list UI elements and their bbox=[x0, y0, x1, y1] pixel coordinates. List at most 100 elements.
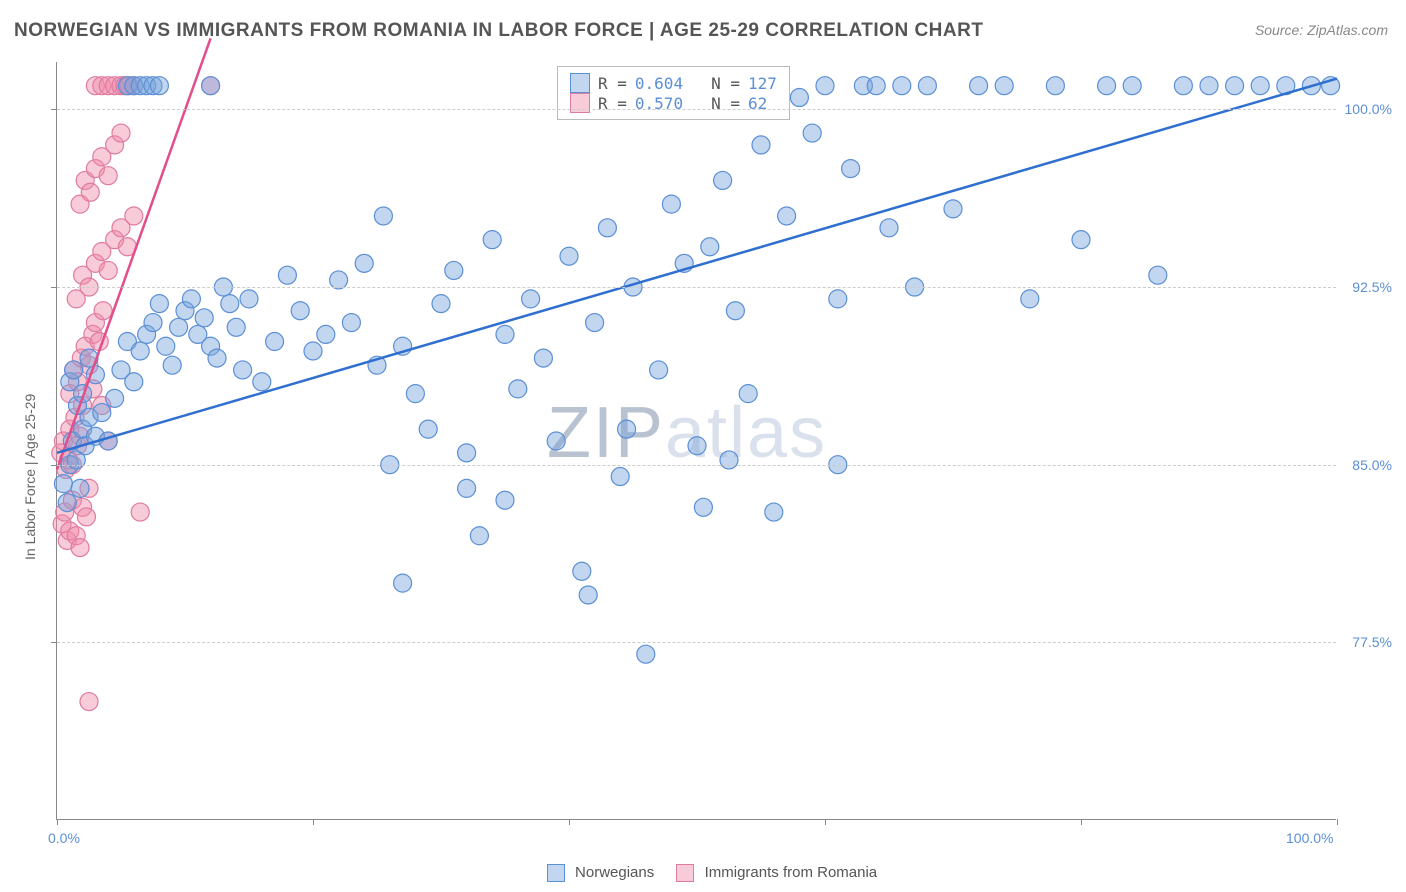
data-point bbox=[221, 295, 239, 313]
gridline bbox=[57, 465, 1336, 466]
data-point bbox=[496, 325, 514, 343]
data-point bbox=[342, 314, 360, 332]
data-point bbox=[253, 373, 271, 391]
data-point bbox=[829, 290, 847, 308]
data-point bbox=[918, 77, 936, 95]
y-tick-label: 77.5% bbox=[1332, 634, 1392, 650]
data-point bbox=[688, 437, 706, 455]
data-point bbox=[445, 261, 463, 279]
legend-swatch-a bbox=[547, 864, 565, 882]
data-point bbox=[208, 349, 226, 367]
data-point bbox=[112, 124, 130, 142]
data-point bbox=[144, 314, 162, 332]
data-point bbox=[71, 479, 89, 497]
data-point bbox=[573, 562, 591, 580]
data-point bbox=[816, 77, 834, 95]
data-point bbox=[726, 302, 744, 320]
data-point bbox=[81, 183, 99, 201]
y-tick bbox=[51, 287, 57, 288]
legend-label-b: Immigrants from Romania bbox=[705, 864, 878, 881]
data-point bbox=[720, 451, 738, 469]
data-point bbox=[170, 318, 188, 336]
data-point bbox=[234, 361, 252, 379]
data-point bbox=[637, 645, 655, 663]
y-tick bbox=[51, 642, 57, 643]
x-tick bbox=[825, 819, 826, 825]
data-point bbox=[80, 693, 98, 711]
data-point bbox=[304, 342, 322, 360]
data-point bbox=[54, 475, 72, 493]
data-point bbox=[1200, 77, 1218, 95]
legend-swatch-b bbox=[676, 864, 694, 882]
data-point bbox=[483, 231, 501, 249]
source-label: Source: ZipAtlas.com bbox=[1255, 22, 1388, 38]
data-point bbox=[547, 432, 565, 450]
data-point bbox=[195, 309, 213, 327]
gridline bbox=[57, 109, 1336, 110]
data-point bbox=[509, 380, 527, 398]
data-point bbox=[893, 77, 911, 95]
data-point bbox=[419, 420, 437, 438]
data-point bbox=[496, 491, 514, 509]
data-point bbox=[739, 385, 757, 403]
data-point bbox=[714, 171, 732, 189]
data-point bbox=[99, 167, 117, 185]
data-point bbox=[163, 356, 181, 374]
chart-title: NORWEGIAN VS IMMIGRANTS FROM ROMANIA IN … bbox=[14, 20, 983, 42]
data-point bbox=[432, 295, 450, 313]
data-point bbox=[99, 261, 117, 279]
data-point bbox=[586, 314, 604, 332]
x-tick bbox=[313, 819, 314, 825]
y-axis-label: In Labor Force | Age 25-29 bbox=[22, 394, 38, 560]
data-point bbox=[240, 290, 258, 308]
plot-svg bbox=[57, 62, 1336, 819]
data-point bbox=[1174, 77, 1192, 95]
legend-stats-row: R = 0.604 N = 127 bbox=[570, 73, 777, 93]
data-point bbox=[157, 337, 175, 355]
y-tick-label: 100.0% bbox=[1332, 101, 1392, 117]
legend-series: Norwegians Immigrants from Romania bbox=[0, 864, 1406, 882]
regression-line bbox=[57, 38, 211, 469]
legend-swatch-a bbox=[570, 73, 590, 93]
r-value: 0.604 bbox=[635, 74, 683, 93]
data-point bbox=[227, 318, 245, 336]
n-label: N = bbox=[711, 74, 740, 93]
data-point bbox=[93, 404, 111, 422]
data-point bbox=[394, 574, 412, 592]
data-point bbox=[355, 254, 373, 272]
data-point bbox=[944, 200, 962, 218]
data-point bbox=[317, 325, 335, 343]
data-point bbox=[970, 77, 988, 95]
data-point bbox=[150, 77, 168, 95]
data-point bbox=[406, 385, 424, 403]
y-tick bbox=[51, 465, 57, 466]
x-tick-label: 100.0% bbox=[1286, 830, 1333, 846]
data-point bbox=[560, 247, 578, 265]
data-point bbox=[650, 361, 668, 379]
data-point bbox=[752, 136, 770, 154]
y-tick-label: 85.0% bbox=[1332, 457, 1392, 473]
x-tick-label: 0.0% bbox=[48, 830, 80, 846]
gridline bbox=[57, 642, 1336, 643]
data-point bbox=[618, 420, 636, 438]
data-point bbox=[77, 508, 95, 526]
chart-container: NORWEGIAN VS IMMIGRANTS FROM ROMANIA IN … bbox=[0, 0, 1406, 892]
data-point bbox=[131, 342, 149, 360]
plot-area: ZIPatlas R = 0.604 N = 127 R = 0.570 N =… bbox=[56, 62, 1336, 820]
data-point bbox=[1046, 77, 1064, 95]
data-point bbox=[778, 207, 796, 225]
data-point bbox=[150, 295, 168, 313]
data-point bbox=[94, 302, 112, 320]
data-point bbox=[266, 333, 284, 351]
data-point bbox=[790, 89, 808, 107]
data-point bbox=[694, 498, 712, 516]
data-point bbox=[1072, 231, 1090, 249]
data-point bbox=[202, 77, 220, 95]
data-point bbox=[662, 195, 680, 213]
y-tick bbox=[51, 109, 57, 110]
data-point bbox=[1098, 77, 1116, 95]
legend-label-a: Norwegians bbox=[575, 864, 654, 881]
x-tick bbox=[1337, 819, 1338, 825]
data-point bbox=[1123, 77, 1141, 95]
data-point bbox=[701, 238, 719, 256]
